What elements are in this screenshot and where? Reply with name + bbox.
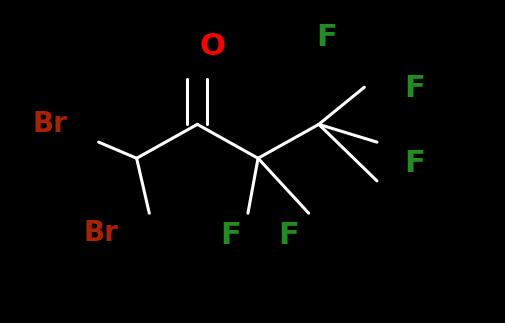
Text: F: F [403,74,425,103]
Text: F: F [219,221,240,250]
Text: F: F [315,23,336,52]
Text: Br: Br [84,219,118,246]
Text: F: F [403,149,425,178]
Text: F: F [277,221,298,250]
Text: Br: Br [32,110,67,138]
Text: O: O [199,32,225,61]
